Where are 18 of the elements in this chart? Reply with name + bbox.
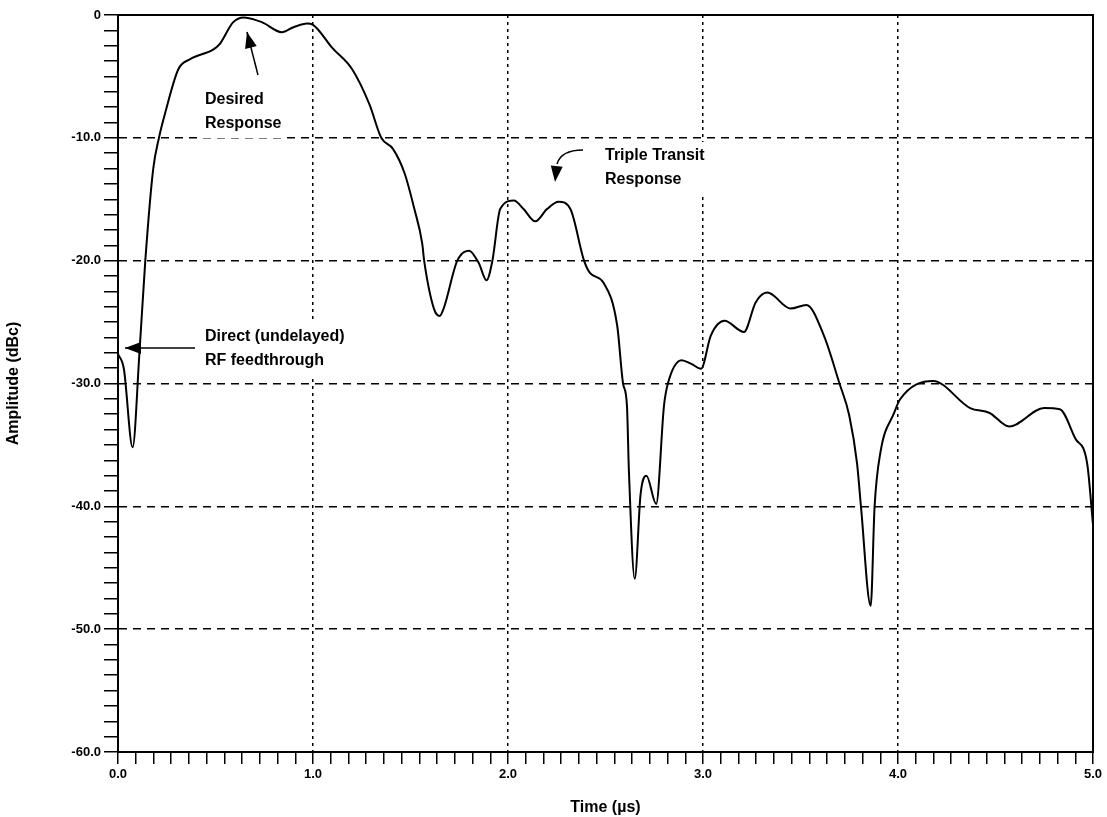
y-axis-title: Amplitude (dBc): [4, 321, 22, 446]
x-tick-label: 3.0: [693, 766, 713, 782]
x-axis-title: Time (µs): [570, 797, 641, 815]
annotation: Triple Transit Response: [605, 146, 706, 188]
x-tick-label: 5.0: [1083, 766, 1103, 782]
y-tick-label: -10.0: [71, 129, 101, 145]
annotation: Direct (undelayed) RF feedthrough: [205, 327, 345, 369]
y-tick-label: -60.0: [71, 743, 101, 759]
annotation: Desired Response: [205, 90, 282, 132]
y-tick-label: -40.0: [71, 497, 101, 513]
x-tick-label: 0.0: [108, 766, 128, 782]
x-tick-label: 2.0: [498, 766, 518, 782]
y-tick-label: -50.0: [71, 620, 101, 636]
y-tick-label: -30.0: [71, 375, 101, 391]
y-tick-label: 0: [93, 6, 101, 22]
x-tick-label: 1.0: [303, 766, 323, 782]
x-tick-label: 4.0: [888, 766, 908, 782]
y-tick-label: -20.0: [71, 252, 101, 268]
